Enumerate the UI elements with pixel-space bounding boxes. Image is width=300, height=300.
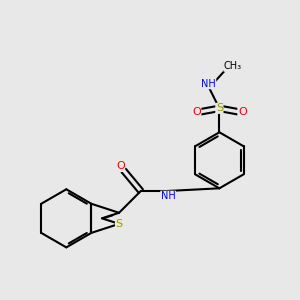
Text: O: O — [192, 107, 201, 117]
Text: S: S — [116, 219, 123, 229]
Text: O: O — [116, 161, 125, 171]
Text: CH₃: CH₃ — [224, 61, 242, 71]
Text: NH: NH — [201, 79, 216, 89]
Text: NH: NH — [161, 191, 176, 201]
Text: O: O — [238, 107, 247, 117]
Text: S: S — [216, 103, 223, 113]
